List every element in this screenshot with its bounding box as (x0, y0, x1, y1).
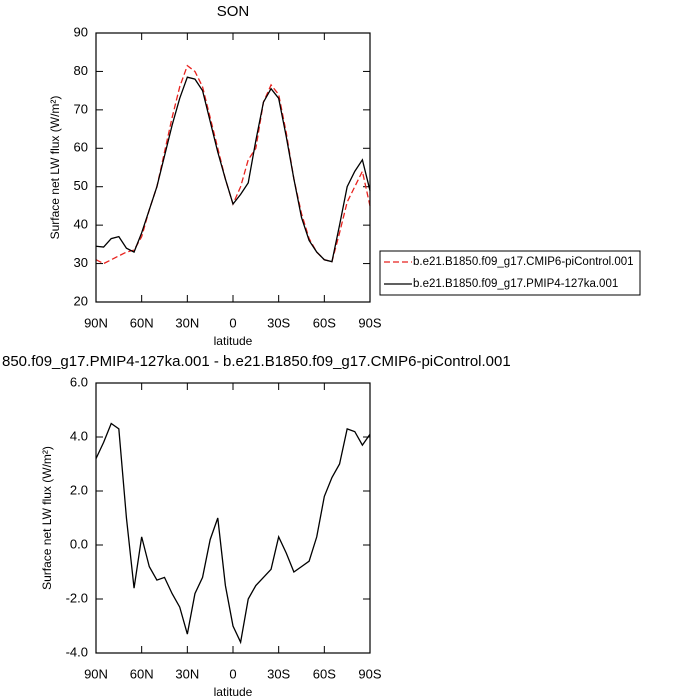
x-tick-label: 30S (267, 666, 290, 681)
legend-label: b.e21.B1850.f09_g17.CMIP6-piControl.001 (413, 256, 634, 268)
y-axis-label: Surface net LW flux (W/m²) (40, 446, 54, 590)
y-tick-label: -2.0 (66, 590, 88, 605)
plot-frame (95, 382, 371, 654)
data-line (95, 76, 371, 263)
y-tick-label: 40 (74, 217, 88, 232)
y-tick-label: 30 (74, 255, 88, 270)
legend-label: b.e21.B1850.f09_g17.PMIP4-127ka.001 (413, 278, 618, 290)
x-axis-label: latitude (214, 685, 253, 699)
data-line (95, 64, 371, 265)
y-tick-label: 70 (74, 101, 88, 116)
y-tick-label: 0.0 (70, 536, 88, 551)
x-tick-label: 0 (229, 666, 236, 681)
x-tick-label: 90N (84, 666, 108, 681)
x-tick-label: 30N (175, 666, 199, 681)
y-tick-label: 6.0 (70, 374, 88, 389)
chart-title: 850.f09_g17.PMIP4-127ka.001 - b.e21.B185… (2, 353, 511, 370)
x-tick-label: 60N (130, 315, 154, 330)
x-tick-label: 30S (267, 315, 290, 330)
x-tick-label: 60S (313, 315, 336, 330)
y-tick-label: 90 (74, 24, 88, 39)
data-line (95, 422, 371, 645)
plot-frame (95, 32, 371, 303)
x-tick-label: 30N (175, 315, 199, 330)
x-tick-label: 90N (84, 315, 108, 330)
y-tick-label: 80 (74, 63, 88, 78)
y-tick-label: 2.0 (70, 482, 88, 497)
x-tick-label: 90S (358, 666, 381, 681)
y-tick-label: 4.0 (70, 428, 88, 443)
x-tick-label: 60N (130, 666, 154, 681)
chart-title: SON (217, 3, 250, 20)
y-tick-label: -4.0 (66, 644, 88, 659)
y-tick-label: 60 (74, 140, 88, 155)
x-tick-label: 90S (358, 315, 381, 330)
x-axis-label: latitude (214, 334, 253, 348)
y-tick-label: 20 (74, 293, 88, 308)
y-axis-label: Surface net LW flux (W/m²) (48, 96, 62, 240)
legend-box (379, 250, 641, 296)
y-tick-label: 50 (74, 178, 88, 193)
x-tick-label: 0 (229, 315, 236, 330)
x-tick-label: 60S (313, 666, 336, 681)
